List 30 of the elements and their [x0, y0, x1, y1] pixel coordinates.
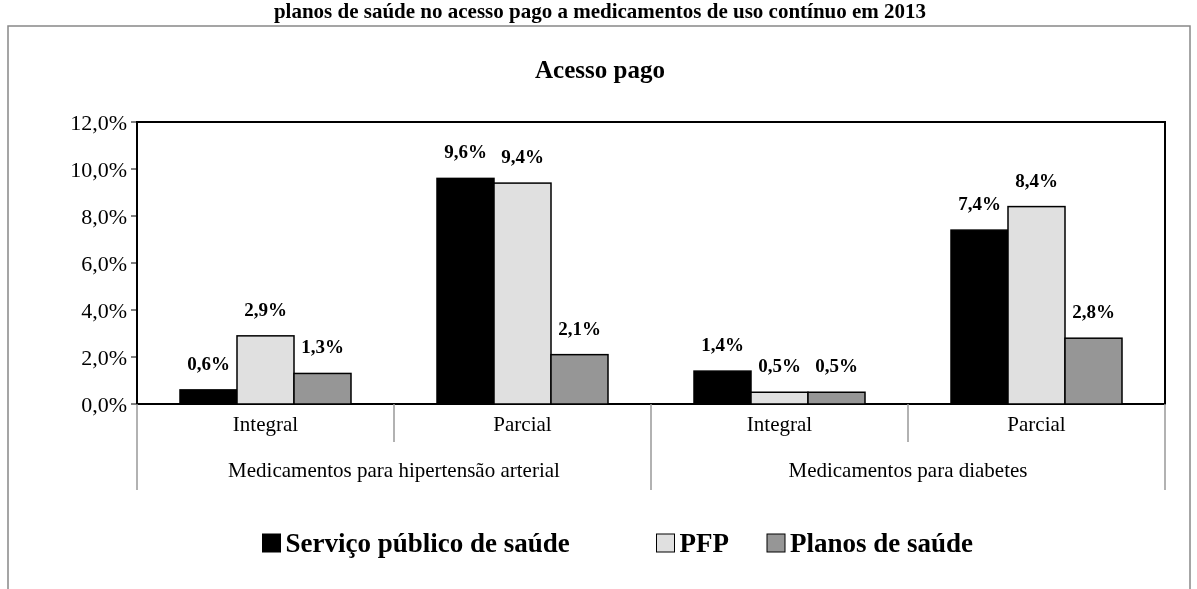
chart-title: planos de saúde no acesso pago a medicamentos de uso contínuo em 2013 [273, 0, 927, 23]
data-label: 1,4% [701, 334, 744, 356]
y-tick-label: 10,0% [70, 156, 127, 182]
data-label: 0,5% [758, 355, 801, 377]
y-tick-label: 4,0% [81, 297, 127, 323]
legend-label: Serviço público de saúde [285, 528, 570, 558]
legend-label: PFP [679, 528, 729, 558]
y-tick-label: 12,0% [70, 109, 127, 135]
data-label: 8,4% [1015, 169, 1058, 191]
data-label: 7,4% [958, 193, 1001, 215]
x-tick-label: Parcial [493, 412, 552, 436]
legend-label: Planos de saúde [790, 528, 974, 558]
x-tick-label: Parcial [1007, 412, 1066, 436]
data-label: 0,6% [187, 352, 230, 374]
data-label: 2,8% [1072, 301, 1115, 323]
data-label: 2,9% [244, 298, 287, 320]
y-tick-label: 6,0% [81, 250, 127, 276]
data-label: 0,5% [815, 355, 858, 377]
data-label: 1,3% [301, 336, 344, 358]
chart-subtitle: Acesso pago [535, 56, 665, 83]
y-tick-label: 8,0% [81, 203, 127, 229]
x-tick-label: Integral [232, 412, 299, 436]
y-tick-label: 2,0% [81, 344, 127, 370]
data-label: 9,6% [444, 141, 487, 163]
data-label: 2,1% [558, 317, 601, 339]
text: Medicamentos para hipertensão arterial [228, 458, 561, 482]
text: Medicamentos para diabetes [788, 458, 1028, 482]
x-tick-label: Integral [746, 412, 813, 436]
data-label: 9,4% [501, 146, 544, 168]
y-tick-label: 0,0% [81, 391, 127, 417]
